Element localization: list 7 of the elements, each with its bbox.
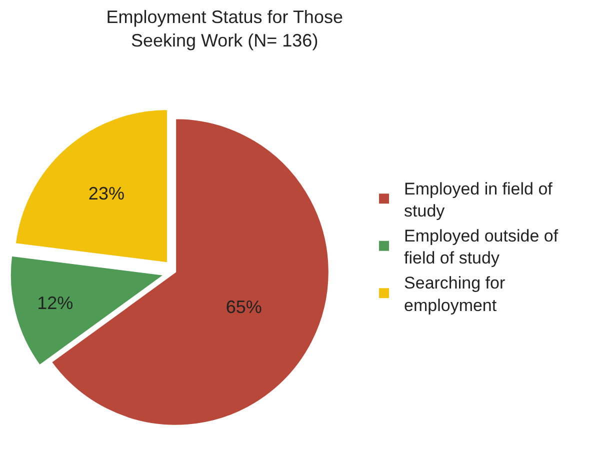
legend-label: Employed in field of study — [404, 179, 553, 220]
legend-label: Searching for employment — [404, 274, 506, 315]
data-label: 12% — [37, 292, 74, 313]
data-label: 23% — [88, 184, 124, 204]
legend-label: Employed outside of field of study — [404, 226, 558, 268]
chart-title: Employment Status for Those Seeking Work (N= 136) — [106, 7, 343, 51]
data-label: 65% — [226, 296, 262, 317]
